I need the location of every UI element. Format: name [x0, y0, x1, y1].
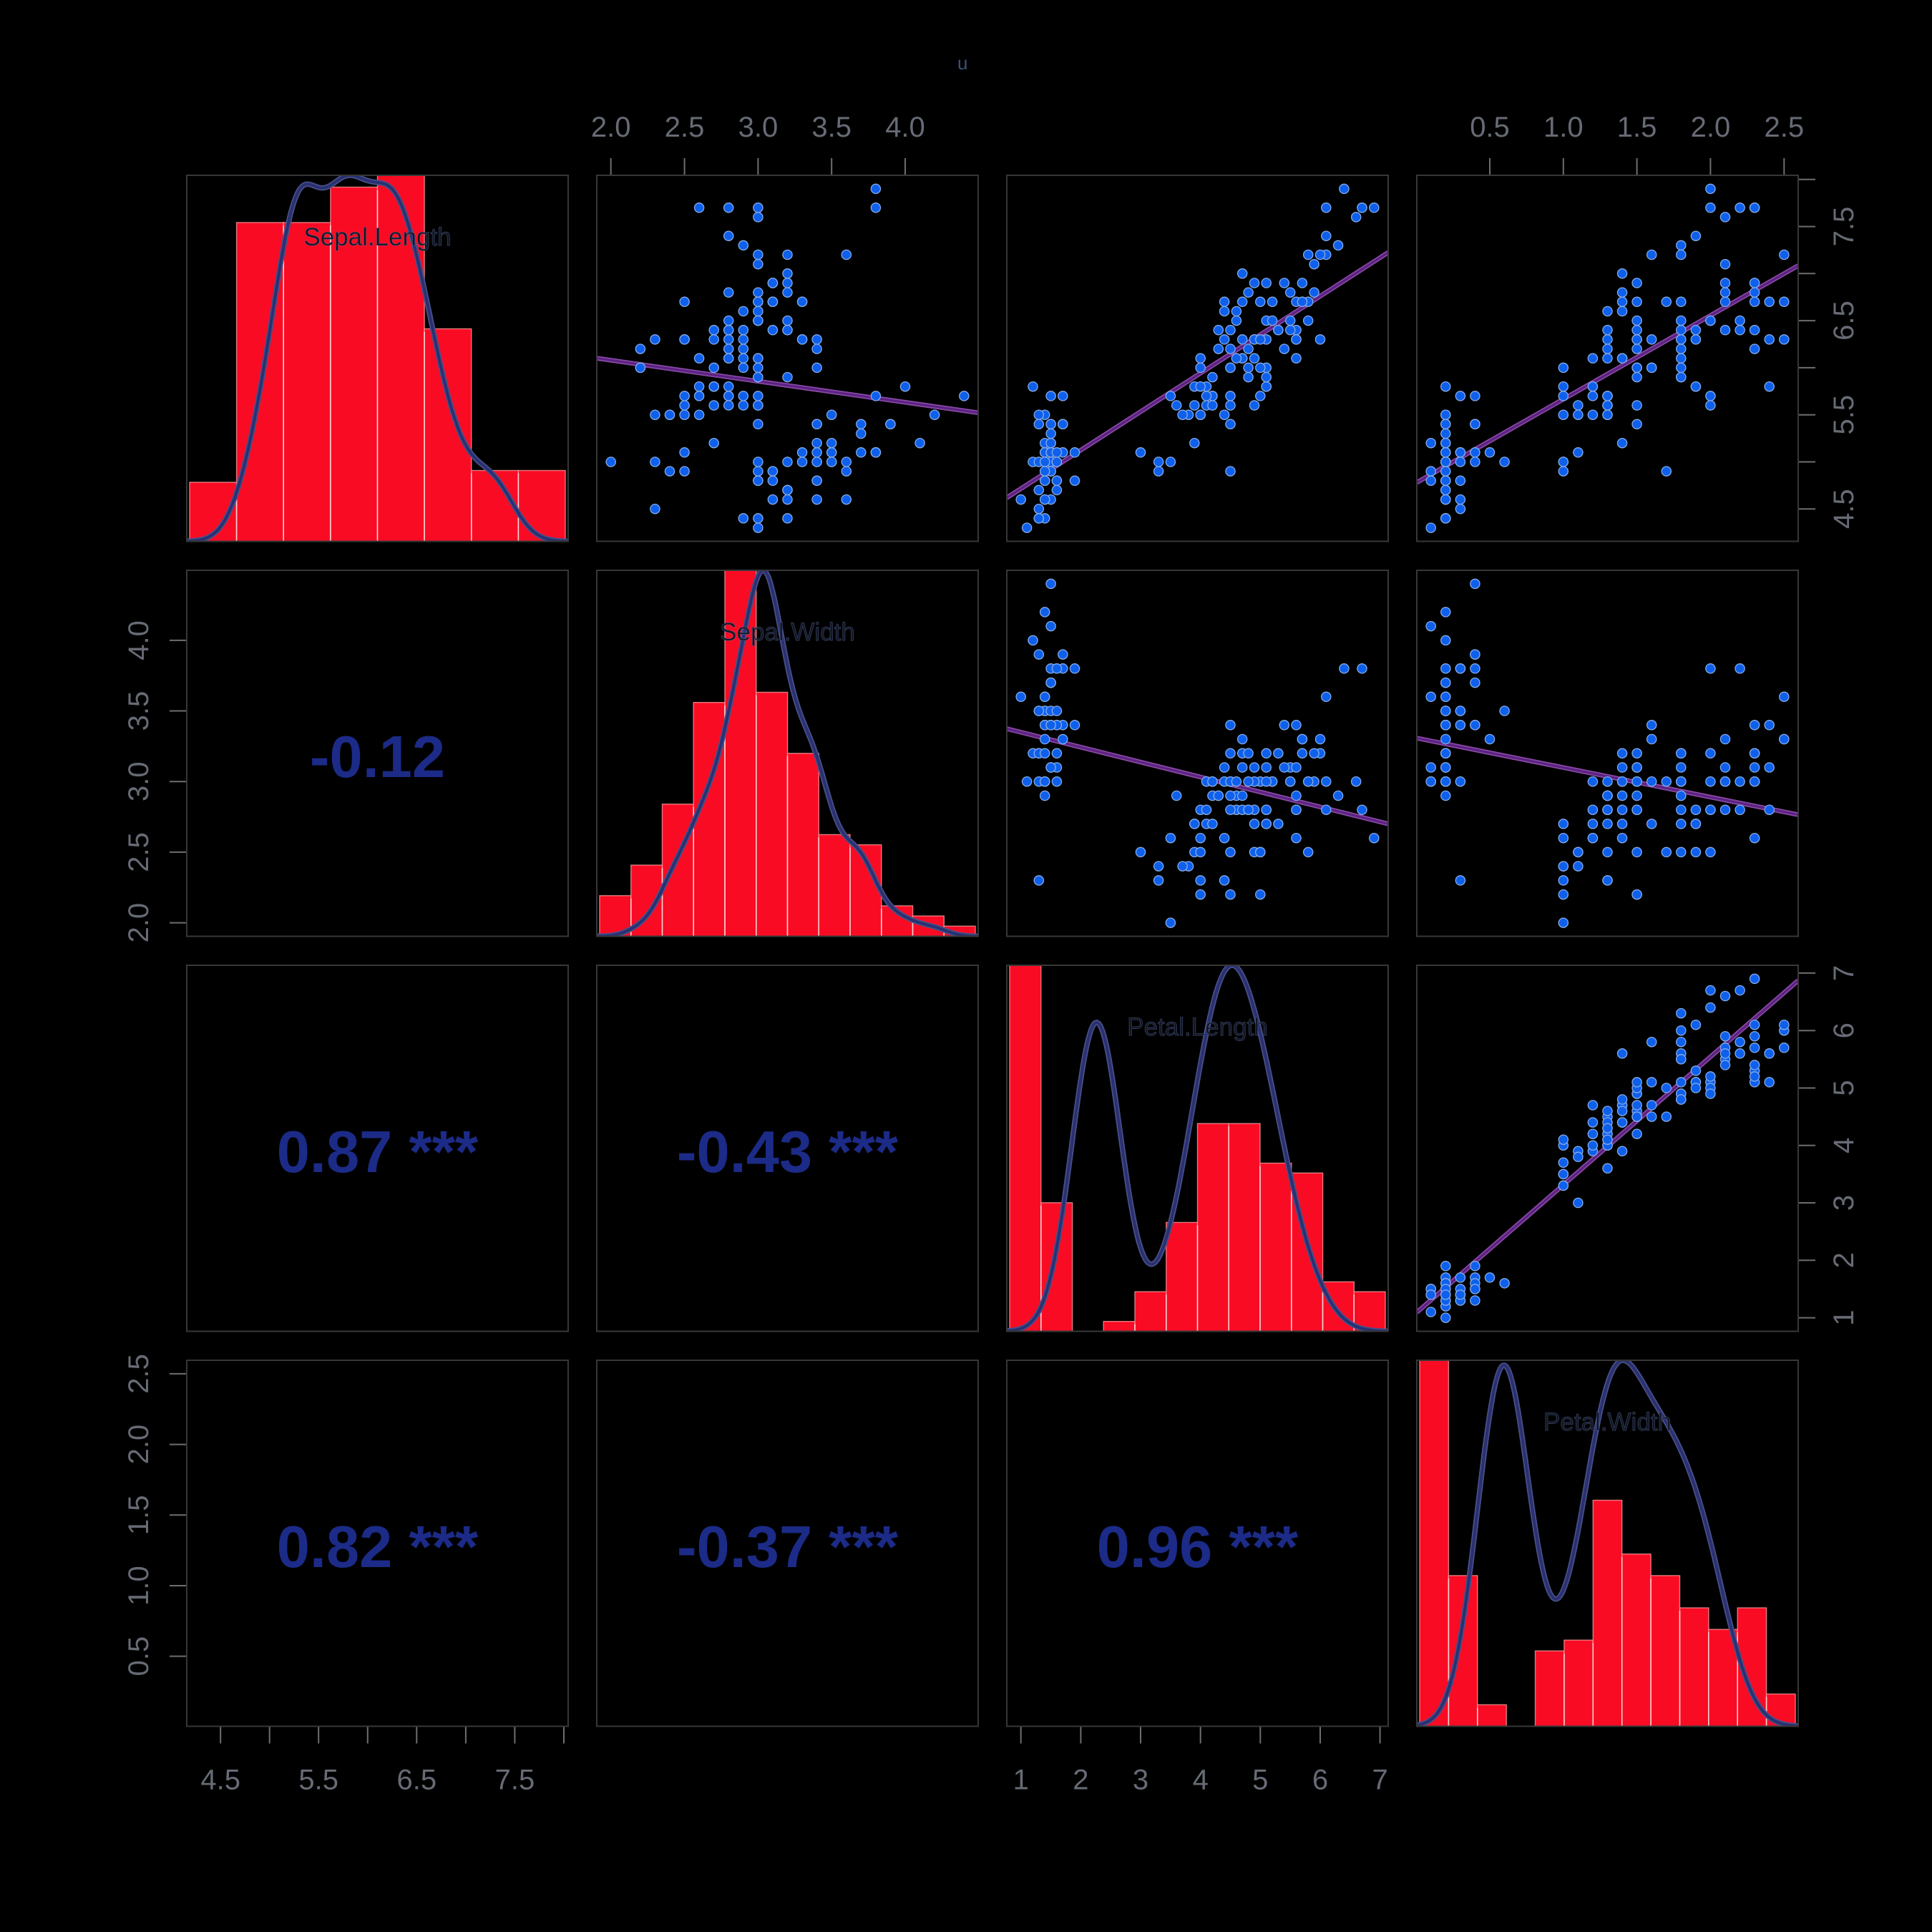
svg-text:2.5: 2.5 [123, 1354, 155, 1394]
svg-text:3: 3 [1133, 1765, 1148, 1796]
svg-text:u: u [957, 52, 967, 74]
svg-text:1.0: 1.0 [1543, 112, 1584, 143]
svg-text:4.0: 4.0 [123, 620, 155, 660]
svg-text:2.0: 2.0 [591, 112, 631, 143]
svg-text:4.0: 4.0 [885, 112, 925, 143]
svg-text:4: 4 [1828, 1138, 1860, 1153]
svg-text:Sepal.Length: Sepal.Length [303, 223, 451, 251]
svg-text:2.0: 2.0 [123, 903, 155, 943]
svg-text:2.5: 2.5 [1764, 112, 1804, 143]
svg-text:Petal.Length: Petal.Length [1127, 1013, 1268, 1041]
svg-text:3: 3 [1828, 1195, 1860, 1211]
svg-text:2: 2 [1828, 1252, 1860, 1268]
svg-text:4.5: 4.5 [1828, 489, 1860, 529]
svg-text:2.5: 2.5 [665, 112, 705, 143]
svg-text:7.5: 7.5 [495, 1765, 535, 1796]
svg-text:7.5: 7.5 [1828, 207, 1860, 247]
svg-text:7: 7 [1828, 965, 1860, 981]
svg-text:7: 7 [1372, 1765, 1387, 1796]
svg-text:4.5: 4.5 [200, 1765, 240, 1796]
svg-text:1: 1 [1828, 1309, 1860, 1325]
svg-text:2.0: 2.0 [123, 1425, 155, 1465]
svg-text:1.5: 1.5 [123, 1495, 155, 1535]
svg-text:Sepal.Width: Sepal.Width [720, 618, 855, 646]
svg-text:6.5: 6.5 [1828, 301, 1860, 341]
svg-text:1: 1 [1013, 1765, 1029, 1796]
svg-text:0.5: 0.5 [123, 1636, 155, 1677]
svg-text:0.5: 0.5 [1470, 112, 1510, 143]
svg-text:-0.37 ***: -0.37 *** [677, 1513, 899, 1580]
svg-text:2: 2 [1073, 1765, 1088, 1796]
svg-text:0.96 ***: 0.96 *** [1097, 1513, 1299, 1580]
svg-text:6: 6 [1828, 1023, 1860, 1038]
svg-text:6: 6 [1312, 1765, 1328, 1796]
svg-text:1.0: 1.0 [123, 1566, 155, 1606]
svg-text:2.0: 2.0 [1691, 112, 1731, 143]
svg-text:3.0: 3.0 [123, 761, 155, 801]
svg-text:3.5: 3.5 [811, 112, 852, 143]
svg-text:-0.12: -0.12 [310, 723, 445, 790]
svg-text:-0.43 ***: -0.43 *** [677, 1118, 899, 1185]
svg-text:2.5: 2.5 [123, 832, 155, 872]
svg-text:4: 4 [1193, 1765, 1209, 1796]
svg-text:5.5: 5.5 [1828, 395, 1860, 435]
svg-text:Petal.Width: Petal.Width [1543, 1408, 1672, 1436]
svg-text:3.5: 3.5 [123, 691, 155, 731]
svg-text:0.87 ***: 0.87 *** [277, 1118, 479, 1185]
svg-text:5.5: 5.5 [298, 1765, 338, 1796]
svg-text:5: 5 [1828, 1080, 1860, 1096]
svg-text:6.5: 6.5 [396, 1765, 436, 1796]
svg-text:3.0: 3.0 [738, 112, 779, 143]
svg-text:5: 5 [1252, 1765, 1268, 1796]
svg-text:1.5: 1.5 [1617, 112, 1657, 143]
svg-text:0.82 ***: 0.82 *** [277, 1513, 479, 1580]
